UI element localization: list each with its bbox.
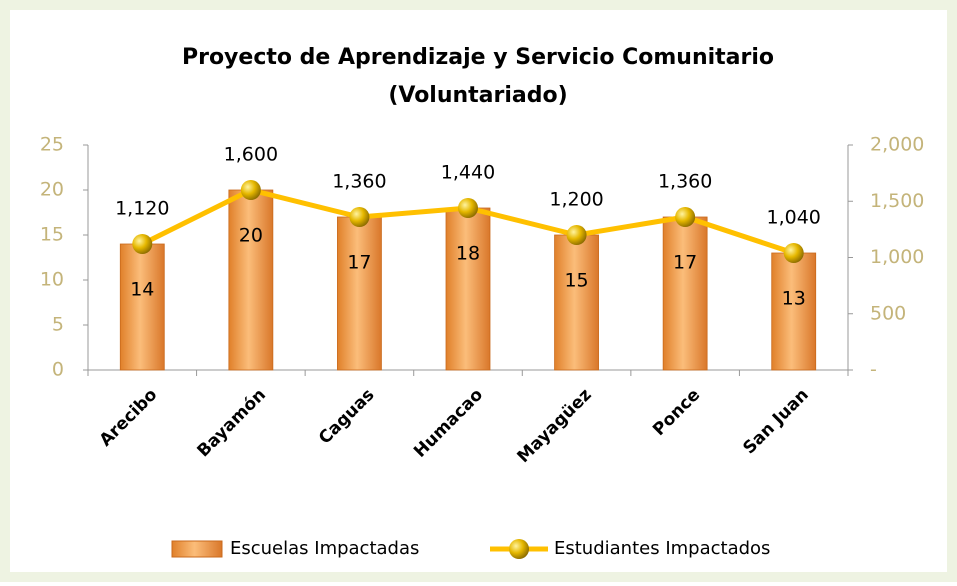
- chart-title: (Voluntariado): [388, 83, 567, 108]
- point-label: 1,200: [549, 189, 603, 211]
- bar: [228, 189, 274, 371]
- bar: [554, 234, 599, 371]
- bar-label: 17: [347, 252, 371, 274]
- y2-tick-label: -: [870, 359, 877, 381]
- y2-tick-label: 500: [870, 302, 906, 324]
- marker: [132, 234, 153, 254]
- y2-tick-label: 2,000: [870, 134, 924, 156]
- y2-tick-label: 1,000: [870, 246, 924, 268]
- legend-marker: [509, 539, 529, 559]
- legend-label: Escuelas Impactadas: [230, 538, 419, 559]
- legend-swatch: [171, 540, 223, 558]
- legend-label: Estudiantes Impactados: [554, 538, 770, 559]
- bar-label: 13: [782, 288, 806, 310]
- marker: [566, 225, 587, 245]
- y-tick-label: 25: [40, 134, 64, 156]
- marker: [458, 198, 478, 218]
- y2-tick-label: 1,500: [870, 190, 924, 212]
- y-tick-label: 10: [40, 269, 64, 291]
- marker: [783, 243, 804, 263]
- bar-label: 15: [564, 270, 588, 292]
- marker: [240, 180, 261, 200]
- point-label: 1,120: [115, 198, 169, 220]
- y-tick-label: 15: [40, 224, 64, 246]
- point-label: 1,360: [658, 171, 712, 193]
- point-label: 1,440: [441, 162, 495, 184]
- bar-label: 18: [456, 243, 480, 265]
- bar: [119, 243, 165, 371]
- marker: [349, 207, 370, 227]
- bar: [337, 216, 382, 371]
- y-tick-label: 0: [52, 359, 64, 381]
- bar-label: 17: [673, 252, 697, 274]
- y-tick-label: 20: [40, 179, 64, 201]
- bar-label: 20: [239, 225, 263, 247]
- y-tick-label: 5: [52, 314, 64, 336]
- point-label: 1,040: [767, 207, 821, 229]
- point-label: 1,360: [332, 171, 386, 193]
- bar-label: 14: [130, 279, 154, 301]
- point-label: 1,600: [224, 144, 278, 166]
- chart-title: Proyecto de Aprendizaje y Servicio Comun…: [182, 45, 774, 70]
- bar: [771, 252, 817, 371]
- marker: [675, 207, 696, 227]
- bar: [445, 207, 491, 371]
- bar: [662, 216, 708, 371]
